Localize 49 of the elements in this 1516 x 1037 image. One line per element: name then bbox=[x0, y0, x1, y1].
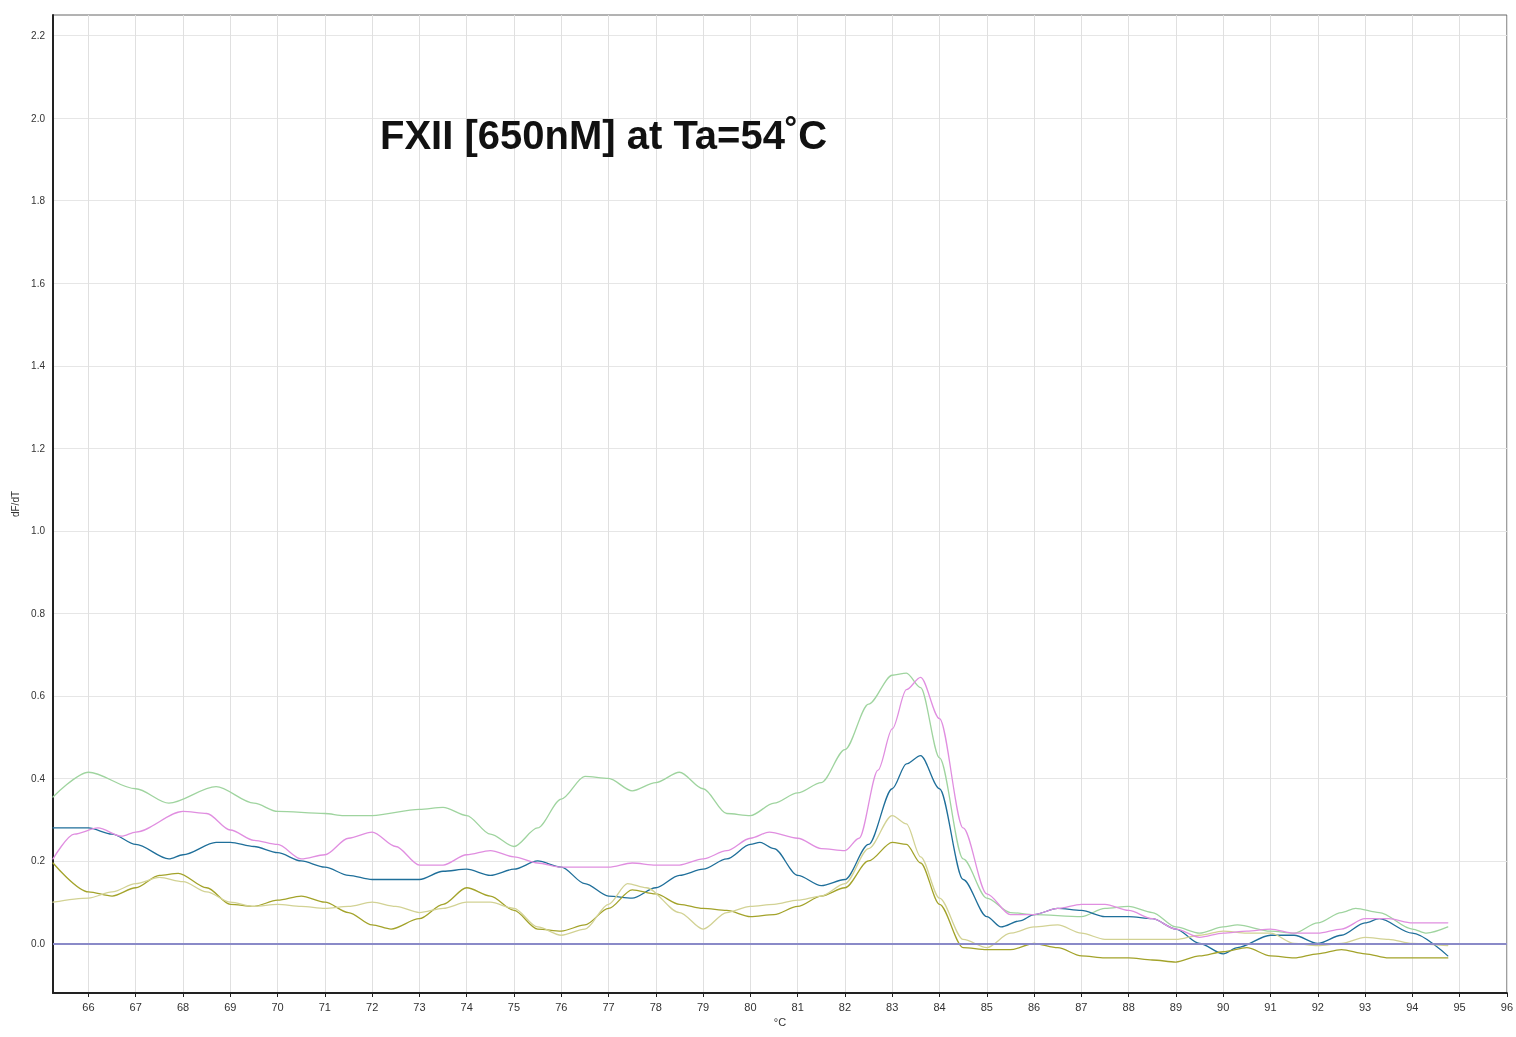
text: FXII [650nM] at Ta=54˚C bbox=[380, 113, 828, 157]
x-tick-label: 87 bbox=[1075, 1000, 1088, 1013]
x-tick-label: 81 bbox=[791, 1000, 804, 1013]
x-tick-label: 86 bbox=[1027, 1000, 1041, 1013]
y-tick-label: 2.0 bbox=[31, 112, 46, 124]
x-tick-label: 83 bbox=[886, 1000, 899, 1013]
y-tick-label: 0.2 bbox=[31, 855, 46, 867]
y-tick-label: 1.8 bbox=[31, 195, 46, 207]
x-tick-label: 67 bbox=[129, 1000, 142, 1013]
y-tick-label: 1.2 bbox=[31, 442, 46, 454]
x-tick-label: 91 bbox=[1264, 1000, 1277, 1013]
x-tick-label: 76 bbox=[555, 1000, 568, 1013]
x-tick-label: 78 bbox=[649, 1000, 662, 1013]
x-tick-label: 66 bbox=[82, 1000, 95, 1013]
y-tick-label: 0.0 bbox=[31, 937, 46, 949]
x-tick-label: 71 bbox=[318, 1000, 331, 1013]
x-tick-label: 94 bbox=[1406, 1000, 1419, 1013]
x-tick-label: 85 bbox=[980, 1000, 993, 1013]
x-tick-label: 73 bbox=[413, 1000, 426, 1013]
x-tick-label: 70 bbox=[271, 1000, 284, 1013]
y-tick-label: 2.2 bbox=[31, 30, 46, 42]
y-tick-label: 1.4 bbox=[31, 360, 46, 372]
x-tick-label: 96 bbox=[1500, 1000, 1514, 1013]
x-tick-label: 84 bbox=[933, 1000, 946, 1013]
y-tick-label: 0.8 bbox=[31, 607, 46, 619]
x-tick-label: 88 bbox=[1122, 1000, 1135, 1013]
x-tick-label: 68 bbox=[176, 1000, 190, 1013]
y-axis-title: dF/dT bbox=[9, 490, 21, 518]
x-tick-label: 80 bbox=[744, 1000, 757, 1013]
line-series bbox=[52, 841, 1449, 963]
x-tick-label: 89 bbox=[1169, 1000, 1183, 1013]
x-tick-label: 79 bbox=[696, 1000, 710, 1013]
x-tick-label: 72 bbox=[366, 1000, 379, 1013]
x-tick-label: 95 bbox=[1453, 1000, 1466, 1013]
line-series bbox=[52, 755, 1449, 957]
x-axis-title: °C bbox=[773, 1016, 787, 1029]
x-tick-label: 69 bbox=[224, 1000, 237, 1013]
x-tick-label: 92 bbox=[1311, 1000, 1324, 1013]
x-tick-label: 75 bbox=[507, 1000, 521, 1013]
x-tick-label: 82 bbox=[838, 1000, 852, 1013]
y-tick-label: 1.6 bbox=[31, 277, 46, 289]
y-tick-label: 0.4 bbox=[31, 772, 46, 784]
line-series bbox=[52, 814, 1449, 949]
x-tick-label: 74 bbox=[460, 1000, 473, 1013]
y-tick-label: 1.0 bbox=[31, 525, 46, 537]
x-tick-label: 77 bbox=[602, 1000, 615, 1013]
y-tick-label: 0.6 bbox=[31, 690, 46, 702]
x-tick-label: 93 bbox=[1358, 1000, 1372, 1013]
x-tick-label: 90 bbox=[1217, 1000, 1230, 1013]
